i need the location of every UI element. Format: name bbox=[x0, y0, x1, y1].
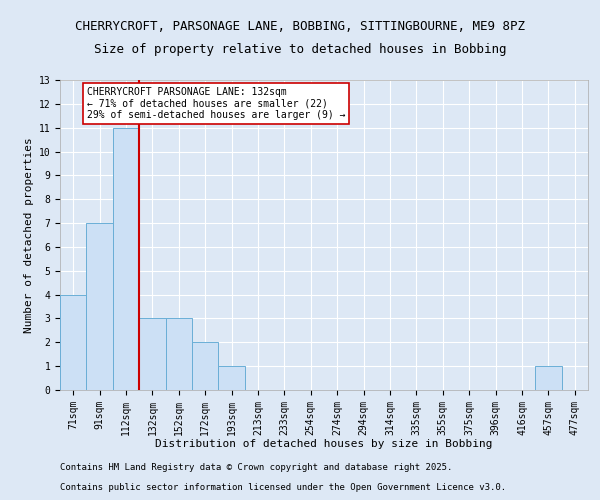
Bar bbox=[86, 223, 113, 390]
Bar bbox=[60, 294, 86, 390]
Y-axis label: Number of detached properties: Number of detached properties bbox=[25, 137, 34, 333]
Bar bbox=[535, 366, 562, 390]
Text: CHERRYCROFT, PARSONAGE LANE, BOBBING, SITTINGBOURNE, ME9 8PZ: CHERRYCROFT, PARSONAGE LANE, BOBBING, SI… bbox=[75, 20, 525, 33]
Text: CHERRYCROFT PARSONAGE LANE: 132sqm
← 71% of detached houses are smaller (22)
29%: CHERRYCROFT PARSONAGE LANE: 132sqm ← 71%… bbox=[87, 87, 346, 120]
Bar bbox=[218, 366, 245, 390]
Text: Contains HM Land Registry data © Crown copyright and database right 2025.: Contains HM Land Registry data © Crown c… bbox=[60, 464, 452, 472]
Bar bbox=[166, 318, 192, 390]
Text: Size of property relative to detached houses in Bobbing: Size of property relative to detached ho… bbox=[94, 42, 506, 56]
X-axis label: Distribution of detached houses by size in Bobbing: Distribution of detached houses by size … bbox=[155, 439, 493, 449]
Bar bbox=[113, 128, 139, 390]
Bar bbox=[192, 342, 218, 390]
Bar bbox=[139, 318, 166, 390]
Text: Contains public sector information licensed under the Open Government Licence v3: Contains public sector information licen… bbox=[60, 484, 506, 492]
